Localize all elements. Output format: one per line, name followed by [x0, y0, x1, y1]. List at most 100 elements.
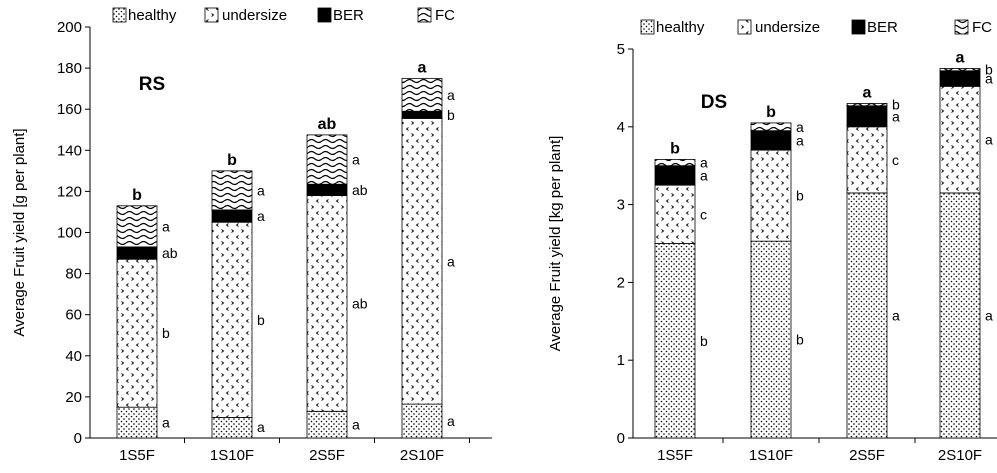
- segment-letter: c: [892, 152, 899, 168]
- segment-letter: a: [985, 71, 993, 87]
- bar-segment-undersize: [306, 195, 348, 412]
- x-tick-label: 1S5F: [657, 447, 693, 464]
- total-letter: ab: [318, 116, 337, 133]
- legend-swatch-healthy: [640, 19, 655, 35]
- bar-segment-BER: [846, 105, 888, 128]
- segment-letter: a: [892, 108, 900, 124]
- segment-letter: a: [162, 218, 170, 234]
- bar-segment-healthy: [939, 192, 981, 439]
- bar-segment-FC: [846, 103, 888, 107]
- y-tick-label: 0: [74, 430, 82, 447]
- y-tick-label: 40: [65, 348, 82, 365]
- bar-segment-healthy: [401, 403, 443, 439]
- y-tick-label: 100: [57, 225, 82, 242]
- x-tick-label: 2S5F: [309, 447, 345, 464]
- x-tick-label: 1S10F: [210, 447, 254, 464]
- y-tick-label: 200: [57, 19, 82, 36]
- legend-swatch-BER: [851, 19, 866, 35]
- chart-title: RS: [139, 74, 165, 95]
- x-tick-label: 2S10F: [938, 447, 982, 464]
- bar-segment-BER: [306, 183, 348, 196]
- x-tick-label: 2S5F: [849, 447, 885, 464]
- segment-letter: b: [796, 188, 804, 204]
- total-letter: a: [418, 59, 427, 76]
- legend-swatch-FC: [417, 7, 432, 23]
- y-tick-label: 2: [617, 274, 625, 291]
- bar-segment-FC: [116, 205, 158, 248]
- segment-letter: a: [257, 208, 265, 224]
- segment-letter: a: [796, 119, 804, 135]
- legend-label-undersize: undersize: [222, 7, 287, 24]
- segment-letter: b: [162, 325, 170, 341]
- segment-letter: b: [985, 62, 993, 78]
- y-tick-label: 180: [57, 60, 82, 77]
- legend-swatch-BER: [317, 7, 332, 23]
- segment-letter: ab: [352, 295, 368, 311]
- bar-segment-FC: [211, 170, 253, 211]
- legend-label-FC: FC: [972, 19, 992, 36]
- segment-letter: ab: [352, 182, 368, 198]
- y-tick-label: 120: [57, 183, 82, 200]
- bar-segment-healthy: [750, 240, 792, 439]
- segment-letter: b: [700, 333, 708, 349]
- y-axis-label: Average Fruit yield [g per plant]: [11, 128, 28, 336]
- chart-panel-ds: 0 1 2 3 4 5 Average Fruit yield [kg per plant]…: [547, 19, 997, 464]
- total-letter: b: [670, 140, 680, 157]
- y-tick-label: 160: [57, 101, 82, 118]
- y-tick-label: 1: [617, 352, 625, 369]
- bar-segment-healthy: [306, 410, 348, 439]
- bar-segment-FC: [939, 68, 981, 72]
- bar-segment-healthy: [211, 417, 253, 439]
- segment-letter: a: [352, 417, 360, 433]
- y-tick-label: 20: [65, 389, 82, 406]
- segment-letter: a: [447, 253, 455, 269]
- segment-letter: a: [447, 87, 455, 103]
- bar-segment-undersize: [846, 126, 888, 194]
- y-tick-label: 3: [617, 197, 625, 214]
- total-letter: b: [766, 104, 776, 121]
- chart-panel-rs: 0 20 40 60 80 100 120 140 160 180 200 Average Fruit…: [11, 7, 492, 464]
- x-tick-label: 1S10F: [749, 447, 793, 464]
- y-tick-label: 60: [65, 307, 82, 324]
- total-letter: a: [956, 49, 965, 66]
- bar-segment-BER: [401, 110, 443, 119]
- legend-label-healthy: healthy: [656, 19, 705, 36]
- legend-swatch-undersize: [737, 19, 752, 35]
- y-tick-label: 80: [65, 266, 82, 283]
- legend-label-FC: FC: [435, 7, 455, 24]
- segment-letter: a: [257, 419, 265, 435]
- segment-letter: a: [162, 415, 170, 431]
- segment-letter: a: [892, 307, 900, 323]
- bar-segment-undersize: [939, 85, 981, 194]
- segment-letter: a: [447, 413, 455, 429]
- bar-segment-BER: [116, 246, 158, 260]
- segment-letter: b: [447, 107, 455, 123]
- chart-title: DS: [701, 92, 727, 113]
- legend-label-BER: BER: [867, 19, 898, 36]
- bar-segment-BER: [654, 165, 696, 186]
- bar-segment-healthy: [654, 243, 696, 439]
- legend-swatch-healthy: [112, 7, 127, 23]
- segment-letter: ab: [162, 245, 178, 261]
- x-tick-label: 1S5F: [119, 447, 155, 464]
- bar-segment-undersize: [750, 149, 792, 242]
- x-tick-label: 2S10F: [400, 447, 444, 464]
- y-tick-label: 0: [617, 430, 625, 447]
- segment-letter: b: [892, 97, 900, 113]
- segment-letter: a: [700, 167, 708, 183]
- segment-letter: c: [700, 206, 707, 222]
- bar-segment-FC: [750, 122, 792, 132]
- bar-segment-undersize: [116, 258, 158, 408]
- y-tick-label: 4: [617, 119, 625, 136]
- bar-segment-BER: [211, 209, 253, 223]
- bar-segment-healthy: [846, 192, 888, 439]
- segment-letter: b: [796, 332, 804, 348]
- bar-segment-undersize: [654, 184, 696, 244]
- segment-letter: a: [257, 182, 265, 198]
- bar-segment-undersize: [211, 221, 253, 418]
- bar-segment-BER: [939, 70, 981, 87]
- segment-letter: a: [700, 155, 708, 171]
- legend-swatch-undersize: [204, 7, 219, 23]
- total-letter: b: [227, 152, 237, 169]
